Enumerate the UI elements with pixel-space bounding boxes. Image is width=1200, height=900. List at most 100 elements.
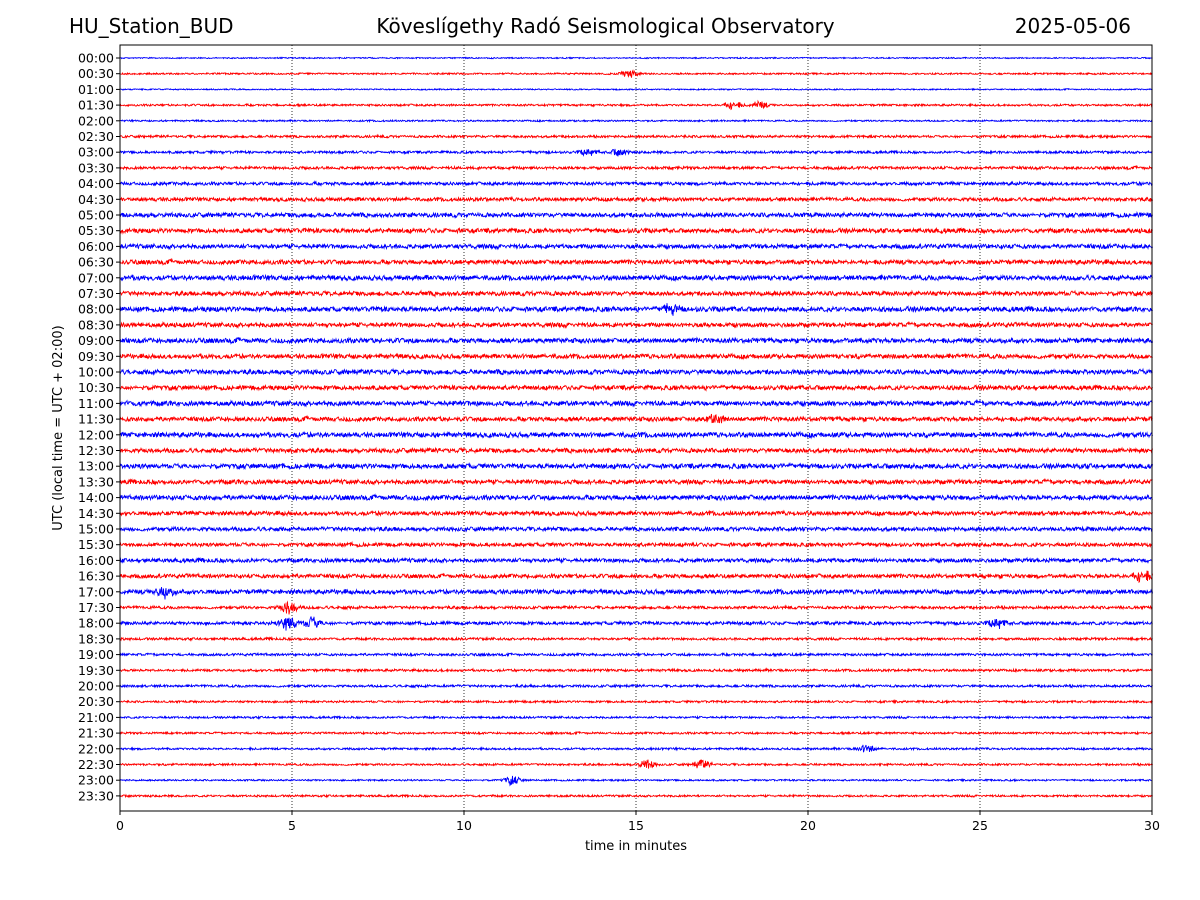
trace-1600 [119,556,1153,564]
trace-0230 [119,133,1153,140]
trace-1100 [119,398,1153,408]
trace-0000 [119,56,1153,60]
trace-1730 [119,600,1153,615]
y-tick-label: 20:00 [78,679,114,694]
y-tick-label: 08:00 [78,302,114,317]
y-tick-label: 11:30 [78,412,114,427]
trace-2100 [119,714,1153,721]
y-tick-label: 19:30 [78,663,114,678]
x-tick-label: 5 [288,818,296,833]
y-tick-label: 00:30 [78,66,114,81]
y-tick-label: 13:00 [78,459,114,474]
y-tick-label: 13:30 [78,474,114,489]
y-tick-label: 20:30 [78,694,114,709]
station-code: HU_Station_BUD [69,14,234,38]
x-axis-label: time in minutes [585,839,687,854]
trace-0330 [119,164,1153,172]
trace-1230 [119,446,1153,455]
y-tick-label: 22:00 [78,741,114,756]
y-tick-label: 17:00 [78,584,114,599]
y-tick-label: 08:30 [78,317,114,332]
trace-0930 [119,352,1153,361]
y-tick-label: 16:30 [78,569,114,584]
y-tick-label: 04:30 [78,192,114,207]
trace-0630 [119,257,1153,267]
trace-0730 [119,289,1153,298]
y-tick-label: 00:00 [78,51,114,66]
x-tick-label: 10 [456,818,472,833]
y-tick-label: 22:30 [78,757,114,772]
trace-1300 [119,461,1153,471]
x-tick-label: 30 [1144,818,1160,833]
y-tick-label: 03:30 [78,160,114,175]
y-tick-label: 23:00 [78,773,114,788]
x-tick-label: 20 [800,818,816,833]
trace-0100 [119,87,1153,92]
y-tick-label: 21:30 [78,726,114,741]
trace-0900 [119,336,1153,345]
trace-0300 [119,148,1153,157]
trace-2330 [119,793,1153,799]
y-tick-label: 09:30 [78,349,114,364]
y-tick-label: 23:30 [78,788,114,803]
chart-date: 2025-05-06 [1014,14,1131,38]
y-tick-label: 01:00 [78,82,114,97]
trace-1200 [119,430,1153,440]
trace-0830 [119,320,1153,329]
y-tick-label: 05:30 [78,223,114,238]
y-tick-label: 19:00 [78,647,114,662]
y-tick-label: 11:00 [78,396,114,411]
trace-2030 [119,698,1153,705]
trace-2300 [119,775,1153,787]
axes: 00:0000:3001:0001:3002:0002:3003:0003:30… [78,44,1160,833]
y-tick-label: 17:30 [78,600,114,615]
trace-0530 [119,226,1153,235]
trace-0500 [119,210,1153,219]
x-tick-label: 0 [116,818,124,833]
y-tick-label: 07:30 [78,286,114,301]
trace-1430 [119,509,1153,518]
trace-0400 [119,180,1153,188]
y-tick-label: 02:30 [78,129,114,144]
trace-2130 [119,730,1153,736]
trace-2000 [119,683,1153,689]
trace-1530 [119,540,1153,549]
y-tick-label: 15:30 [78,537,114,552]
trace-0200 [119,118,1153,124]
trace-0700 [119,273,1153,282]
y-tick-label: 14:30 [78,506,114,521]
grid-lines [291,45,981,811]
y-tick-label: 10:30 [78,380,114,395]
y-tick-label: 06:30 [78,255,114,270]
y-tick-label: 16:00 [78,553,114,568]
trace-2230 [119,759,1153,769]
trace-1800 [119,616,1153,631]
trace-0030 [119,69,1153,78]
trace-0130 [119,99,1153,111]
y-tick-label: 07:00 [78,270,114,285]
y-tick-label: 18:00 [78,616,114,631]
y-tick-label: 01:30 [78,98,114,113]
trace-1130 [119,413,1153,424]
y-tick-label: 09:00 [78,333,114,348]
y-tick-label: 02:00 [78,113,114,128]
y-tick-label: 18:30 [78,631,114,646]
trace-1030 [119,383,1153,392]
trace-0600 [119,242,1153,251]
trace-1330 [119,477,1153,486]
x-tick-label: 25 [972,818,988,833]
y-tick-label: 06:00 [78,239,114,254]
trace-group [119,56,1153,799]
y-tick-label: 05:00 [78,208,114,223]
y-tick-label: 12:30 [78,443,114,458]
x-tick-label: 15 [628,818,644,833]
trace-0430 [119,195,1153,203]
trace-1930 [119,667,1153,674]
y-tick-label: 12:00 [78,427,114,442]
chart-title: Köveslígethy Radó Seismological Observat… [376,14,835,38]
y-tick-label: 15:00 [78,522,114,537]
y-tick-label: 04:00 [78,176,114,191]
trace-1400 [119,493,1153,502]
y-tick-label: 03:00 [78,145,114,160]
